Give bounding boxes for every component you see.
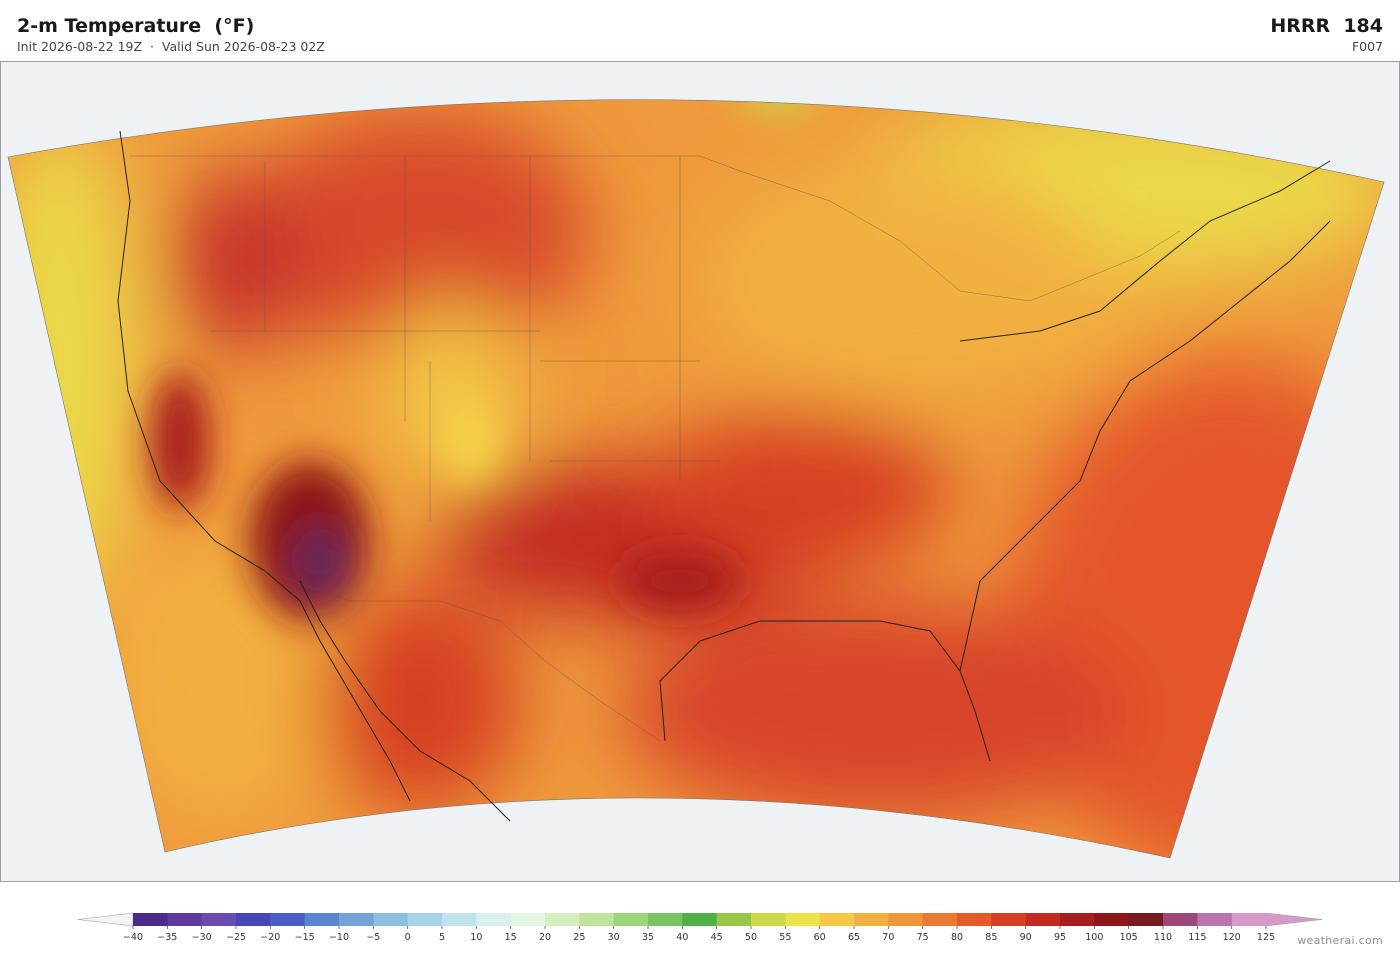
borders — [130, 155, 1181, 742]
under-extension — [77, 912, 134, 927]
colorbar: −40 −35 −30 −25 −20 −15 −10 −5 0 5 10 15 20 25 30 35 40 4… — [77, 912, 1323, 943]
color-segment — [510, 913, 546, 926]
temperature-field — [8, 99, 1384, 859]
color-segment — [476, 913, 512, 926]
tick-label: 50 — [745, 932, 757, 943]
tick-label: −40 — [123, 932, 143, 943]
color-segment — [545, 913, 580, 926]
color-segment — [304, 913, 340, 926]
color-segment — [201, 913, 237, 926]
tick-label: −10 — [329, 932, 349, 943]
tick-label: 95 — [1054, 932, 1066, 943]
color-segment — [236, 913, 271, 926]
tick-label: 100 — [1085, 932, 1103, 943]
color-segment — [167, 913, 203, 926]
color-segment — [991, 913, 1027, 926]
tick-label: −30 — [192, 932, 212, 943]
color-segment — [133, 913, 168, 926]
tick-label: 105 — [1120, 932, 1138, 943]
tick-label: 85 — [985, 932, 997, 943]
tick-label: 25 — [573, 932, 585, 943]
tick-label: 15 — [505, 932, 517, 943]
over-extension — [1265, 912, 1323, 927]
map-subtitle: Init 2026-08-22 19Z · Valid Sun 2026-08-… — [17, 39, 325, 54]
tick-label: 35 — [642, 932, 654, 943]
color-segment — [579, 913, 615, 926]
tick-label: 115 — [1188, 932, 1206, 943]
color-segment — [1025, 913, 1061, 926]
tick-label: 45 — [711, 932, 723, 943]
color-segment — [270, 913, 306, 926]
color-segment — [1094, 913, 1130, 926]
tick-label: 30 — [608, 932, 620, 943]
domain-edge — [7, 99, 1385, 859]
tick-label: 110 — [1154, 932, 1172, 943]
credit: weatherai.com — [1297, 934, 1383, 947]
tick-label: 5 — [439, 932, 445, 943]
color-segment — [819, 913, 855, 926]
map — [0, 61, 1400, 882]
color-segment — [442, 913, 477, 926]
color-segment — [682, 913, 718, 926]
color-segment — [648, 913, 683, 926]
tick-label: −35 — [157, 932, 177, 943]
tick-label: 20 — [539, 932, 551, 943]
color-segment — [751, 913, 786, 926]
color-segment — [888, 913, 924, 926]
color-segment — [1231, 913, 1267, 926]
color-segment — [1128, 913, 1164, 926]
tick-label: 90 — [1020, 932, 1032, 943]
tick-label: −20 — [260, 932, 280, 943]
tick-label: 0 — [405, 932, 411, 943]
color-segment — [785, 913, 821, 926]
tick-label: 75 — [917, 932, 929, 943]
tick-label: 125 — [1257, 932, 1275, 943]
color-segment — [339, 913, 374, 926]
tick-label: 60 — [814, 932, 826, 943]
tick-label: −25 — [226, 932, 246, 943]
coastlines — [117, 130, 1331, 822]
color-segment — [1163, 913, 1198, 926]
forecast-hour: F007 — [1351, 39, 1383, 54]
color-segment — [613, 913, 649, 926]
tick-label: 80 — [951, 932, 963, 943]
color-segment — [407, 913, 443, 926]
tick-label: 55 — [779, 932, 791, 943]
map-title: 2-m Temperature (°F) — [17, 15, 255, 37]
model-name: HRRR 184 — [1270, 15, 1383, 37]
color-segment — [922, 913, 958, 926]
tick-label: 40 — [676, 932, 688, 943]
tick-label: 70 — [882, 932, 894, 943]
color-segment — [1197, 913, 1233, 926]
color-segment — [716, 913, 752, 926]
color-segment — [1060, 913, 1095, 926]
tick-label: 120 — [1223, 932, 1241, 943]
tick-label: 65 — [848, 932, 860, 943]
color-segment — [854, 913, 889, 926]
tick-label: 10 — [470, 932, 482, 943]
tick-label: −15 — [295, 932, 315, 943]
color-segment — [373, 913, 409, 926]
tick-label: −5 — [366, 932, 380, 943]
color-segment — [957, 913, 992, 926]
